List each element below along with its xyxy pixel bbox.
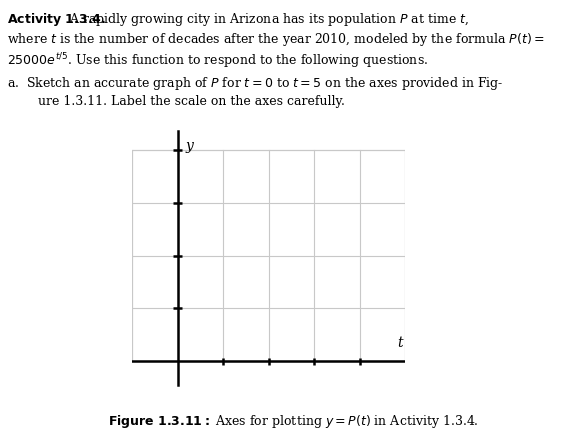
Text: $\mathbf{Activity\ 1.3.4.}$: $\mathbf{Activity\ 1.3.4.}$ xyxy=(7,11,106,28)
Text: A rapidly growing city in Arizona has its population $P$ at time $t$,: A rapidly growing city in Arizona has it… xyxy=(69,11,470,28)
Text: t: t xyxy=(397,336,403,350)
Text: a.  Sketch an accurate graph of $P$ for $t = 0$ to $t = 5$ on the axes provided : a. Sketch an accurate graph of $P$ for $… xyxy=(7,75,504,91)
Bar xyxy=(132,150,405,361)
Text: where $t$ is the number of decades after the year 2010, modeled by the formula $: where $t$ is the number of decades after… xyxy=(7,31,545,48)
Text: ure 1.3.11. Label the scale on the axes carefully.: ure 1.3.11. Label the scale on the axes … xyxy=(38,95,345,107)
Text: $\mathbf{Figure\ 1.3.11:}$ Axes for plotting $y = P(t)$ in Activity 1.3.4.: $\mathbf{Figure\ 1.3.11:}$ Axes for plot… xyxy=(108,413,479,430)
Text: y: y xyxy=(185,139,194,153)
Text: $25000e^{t/5}$. Use this function to respond to the following questions.: $25000e^{t/5}$. Use this function to res… xyxy=(7,51,429,71)
